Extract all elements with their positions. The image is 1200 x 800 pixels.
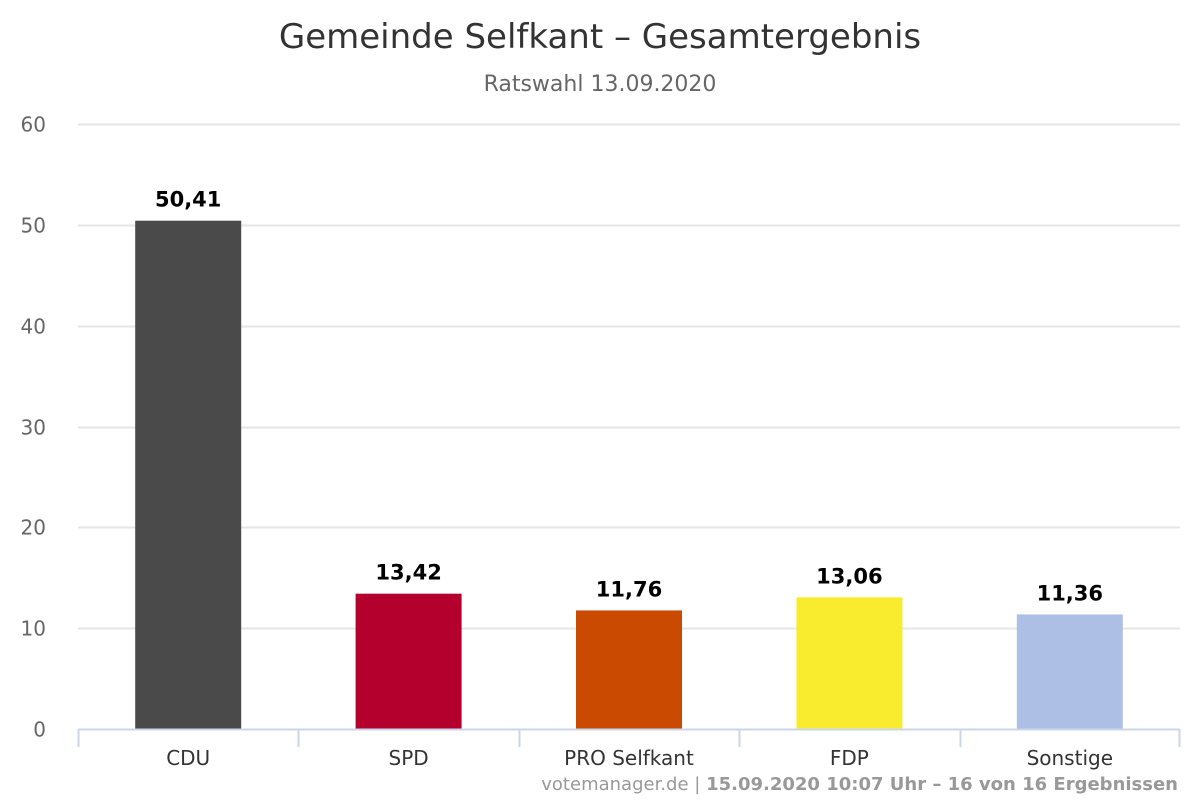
x-tick-label: PRO Selfkant: [564, 746, 694, 770]
x-tick-label: FDP: [830, 746, 869, 770]
y-tick-label: 30: [21, 416, 46, 440]
bar-pro-selfkant: [576, 610, 682, 729]
x-tick-label: Sonstige: [1027, 746, 1113, 770]
data-labels: 50,41 13,42 11,76 13,06 11,36: [155, 188, 1103, 606]
data-label: 13,42: [375, 561, 441, 585]
y-tick-label: 0: [33, 718, 46, 742]
x-axis: CDU SPD PRO Selfkant FDP Sonstige: [77, 728, 1181, 770]
data-label: 13,06: [816, 564, 882, 588]
credits-separator: |: [689, 774, 707, 795]
data-label: 11,76: [596, 577, 662, 601]
y-axis: 0 10 20 30 40 50 60: [21, 113, 46, 742]
bar-fdp: [796, 597, 903, 729]
y-tick-label: 20: [21, 516, 46, 540]
credits-site: votemanager.de: [541, 774, 688, 795]
chart-subtitle: Ratswahl 13.09.2020: [484, 72, 717, 97]
bars: [135, 220, 1123, 730]
bar-spd: [355, 593, 462, 729]
y-tick-label: 60: [21, 113, 46, 137]
data-label: 11,36: [1037, 581, 1103, 605]
chart-title: Gemeinde Selfkant – Gesamtergebnis: [279, 17, 921, 57]
credits-info: 15.09.2020 10:07 Uhr – 16 von 16 Ergebni…: [706, 774, 1178, 795]
gridlines: [78, 123, 1180, 630]
data-label: 50,41: [155, 188, 221, 212]
y-tick-label: 10: [21, 617, 46, 641]
x-tick-label: CDU: [166, 746, 210, 770]
bar-sonstige: [1016, 614, 1123, 729]
bar-cdu: [135, 220, 242, 730]
y-tick-label: 50: [21, 214, 46, 238]
y-tick-label: 40: [21, 315, 46, 339]
x-tick-label: SPD: [389, 746, 429, 770]
credits: votemanager.de | 15.09.2020 10:07 Uhr – …: [541, 774, 1178, 795]
